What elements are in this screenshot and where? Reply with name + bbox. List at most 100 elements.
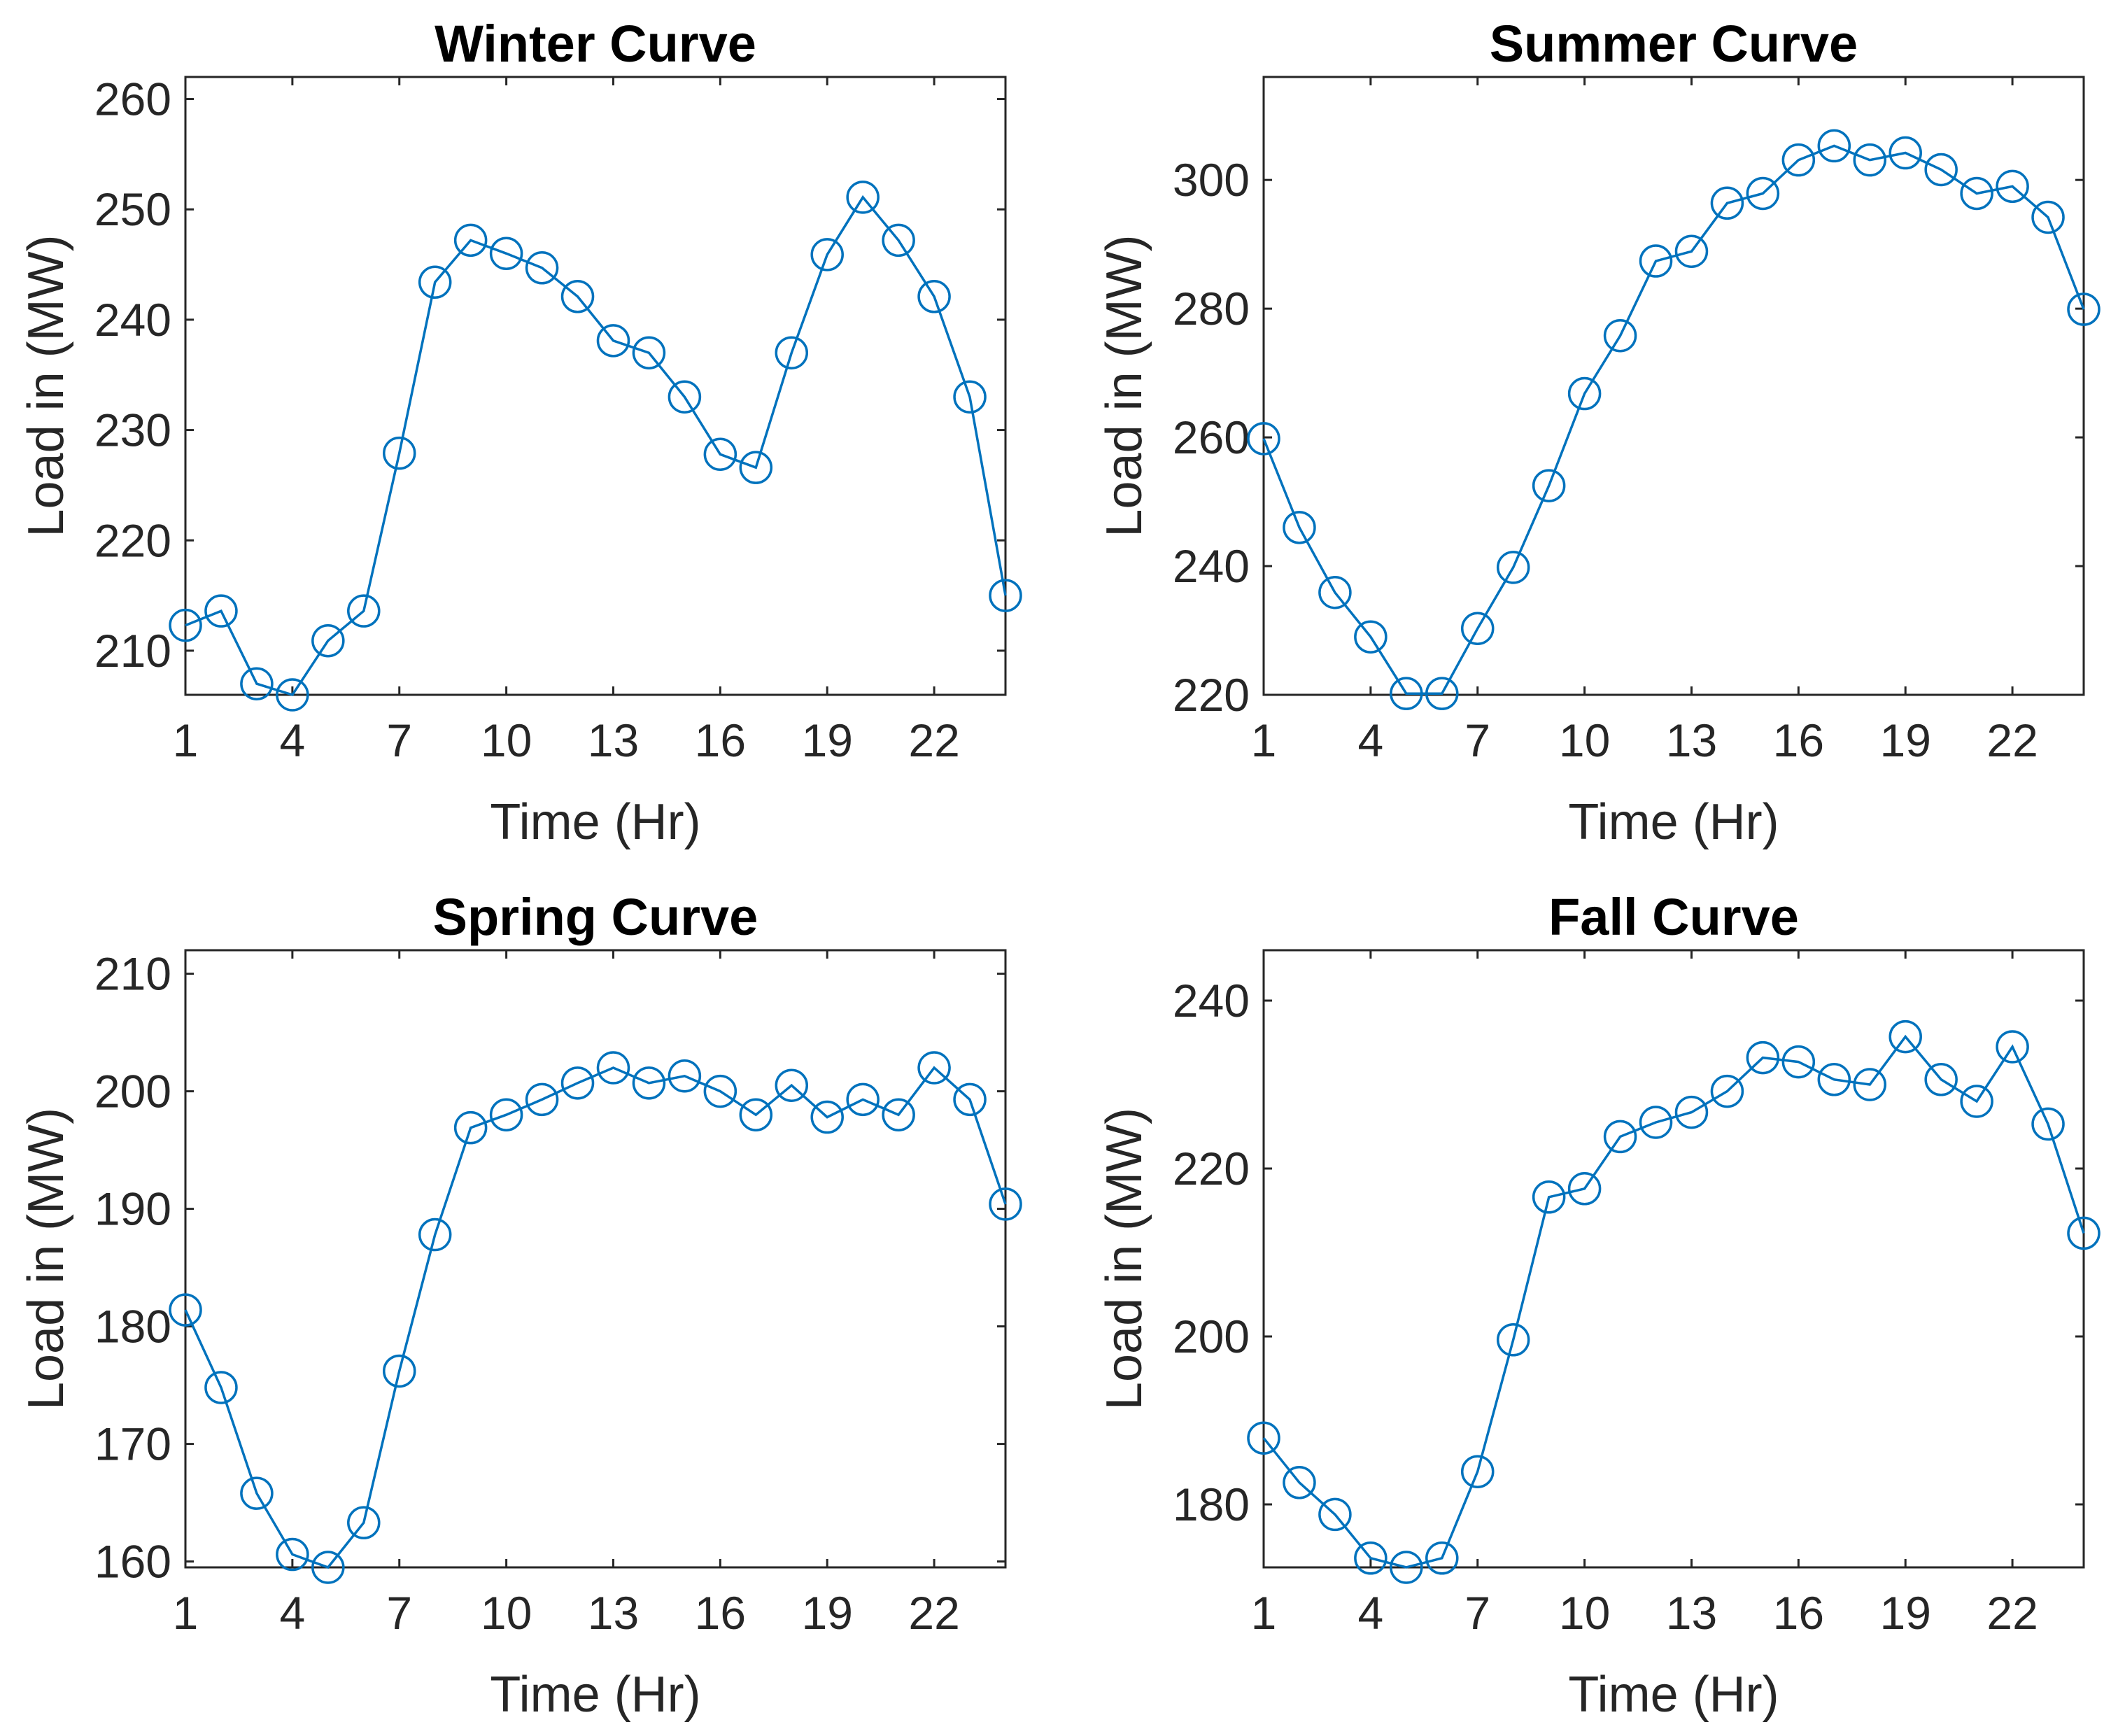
- winter-axes-frame: [184, 76, 1007, 696]
- summer-x-tick-label: 10: [1559, 714, 1610, 766]
- summer-data-point-3: [1318, 576, 1352, 609]
- fall-data-point-2: [1283, 1466, 1316, 1499]
- summer-chart-title: Summer Curve: [1490, 15, 1858, 73]
- fall-x-tick-label: 13: [1666, 1587, 1717, 1639]
- summer-data-point-1: [1247, 422, 1280, 456]
- winter-data-point-22: [917, 280, 951, 313]
- summer-data-point-8: [1496, 551, 1530, 584]
- fall-data-point-18: [1853, 1068, 1887, 1101]
- fall-data-point-9: [1532, 1180, 1566, 1214]
- winter-data-point-24: [989, 579, 1022, 612]
- spring-chart-title: Spring Curve: [433, 888, 758, 946]
- winter-data-point-2: [204, 594, 238, 628]
- winter-data-point-13: [596, 324, 630, 358]
- fall-data-point-23: [2031, 1107, 2065, 1141]
- summer-chart: Summer Curve 1 4 7 10 13 16 19 22 220 240 260 280 300…: [1096, 15, 2101, 850]
- spring-data-point-15: [668, 1059, 702, 1093]
- fall-data-point-4: [1354, 1541, 1388, 1575]
- winter-x-tick-label: 4: [280, 714, 306, 766]
- spring-data-point-14: [632, 1066, 666, 1100]
- spring-x-tick-label: 10: [481, 1587, 532, 1639]
- fall-x-tick-label: 22: [1986, 1587, 2038, 1639]
- fall-x-tick-label: 16: [1773, 1587, 1824, 1639]
- winter-x-tick-label: 22: [908, 714, 959, 766]
- summer-x-tick-label: 22: [1986, 714, 2038, 766]
- summer-data-point-7: [1460, 612, 1495, 646]
- summer-x-tick-label: 4: [1358, 714, 1384, 766]
- summer-data-point-21: [1960, 176, 1993, 211]
- fall-y-tick-label: 200: [1173, 1311, 1250, 1362]
- winter-y-tick-label: 230: [94, 404, 171, 456]
- winter-x-axis-label: Time (Hr): [490, 794, 700, 850]
- spring-y-tick-label: 210: [94, 948, 171, 1000]
- summer-data-point-14: [1710, 186, 1744, 220]
- spring-data-point-10: [489, 1098, 523, 1131]
- summer-data-point-17: [1817, 129, 1851, 163]
- fall-data-point-21: [1960, 1085, 1993, 1118]
- fall-data-point-14: [1710, 1074, 1744, 1108]
- fall-data-point-10: [1567, 1172, 1602, 1206]
- summer-series-line: [1262, 144, 2085, 695]
- summer-x-tick-label: 1: [1251, 714, 1277, 766]
- fall-data-point-24: [2067, 1216, 2101, 1250]
- summer-x-tick-label: 7: [1464, 714, 1490, 766]
- winter-data-point-8: [418, 265, 452, 299]
- winter-data-point-4: [276, 678, 309, 712]
- summer-x-axis-label: Time (Hr): [1568, 794, 1779, 850]
- winter-data-point-19: [810, 238, 844, 271]
- summer-data-point-20: [1924, 153, 1958, 187]
- winter-x-tick-label: 7: [386, 714, 412, 766]
- summer-y-tick-label: 240: [1173, 540, 1250, 592]
- summer-data-point-19: [1888, 136, 1922, 170]
- spring-x-tick-label: 19: [802, 1587, 853, 1639]
- summer-y-tick-label: 280: [1173, 283, 1250, 334]
- spring-data-point-9: [453, 1110, 488, 1145]
- winter-x-tick-label: 1: [173, 714, 199, 766]
- winter-data-point-12: [560, 280, 595, 313]
- winter-data-point-5: [311, 623, 345, 658]
- spring-y-tick-label: 160: [94, 1536, 171, 1588]
- fall-data-point-7: [1460, 1455, 1495, 1488]
- winter-data-point-9: [453, 223, 488, 257]
- summer-data-point-9: [1532, 469, 1566, 502]
- spring-data-point-8: [418, 1218, 452, 1252]
- fall-series-line: [1262, 1034, 2085, 1569]
- spring-data-point-4: [276, 1537, 309, 1572]
- fall-data-point-11: [1603, 1120, 1637, 1154]
- fall-axes-frame: [1262, 949, 2085, 1569]
- winter-data-point-14: [632, 336, 666, 369]
- summer-x-tick-label: 16: [1773, 714, 1824, 766]
- fall-data-point-17: [1817, 1063, 1851, 1096]
- summer-data-point-23: [2031, 200, 2065, 234]
- winter-data-point-3: [240, 667, 274, 700]
- winter-data-point-10: [489, 237, 523, 271]
- spring-y-tick-label: 170: [94, 1418, 171, 1470]
- summer-data-point-12: [1639, 244, 1673, 278]
- winter-x-tick-label: 16: [695, 714, 746, 766]
- spring-data-point-17: [739, 1098, 773, 1131]
- winter-y-tick-label: 220: [94, 514, 171, 566]
- winter-data-point-17: [739, 451, 773, 484]
- fall-data-point-1: [1247, 1421, 1280, 1455]
- spring-data-point-22: [917, 1051, 951, 1085]
- fall-y-tick-label: 240: [1173, 975, 1250, 1026]
- summer-data-point-16: [1781, 143, 1816, 177]
- summer-x-tick-label: 19: [1880, 714, 1931, 766]
- spring-x-tick-label: 22: [908, 1587, 959, 1639]
- spring-data-point-5: [311, 1551, 345, 1584]
- summer-data-point-4: [1354, 620, 1388, 654]
- spring-y-tick-label: 200: [94, 1066, 171, 1117]
- fall-data-point-15: [1746, 1040, 1780, 1075]
- fall-chart: Fall Curve 1 4 7 10 13 16 19 22 180 200 220 240 Time …: [1096, 888, 2101, 1723]
- spring-chart: Spring Curve 1 4 7 10 13 16 19 22 160 170 180 190 200…: [18, 888, 1022, 1723]
- winter-data-point-16: [703, 437, 737, 472]
- fall-x-tick-label: 4: [1358, 1587, 1384, 1639]
- winter-data-point-20: [846, 181, 880, 214]
- spring-data-point-2: [204, 1371, 238, 1404]
- fall-x-tick-label: 10: [1559, 1587, 1610, 1639]
- summer-y-tick-label: 220: [1173, 669, 1250, 721]
- winter-data-point-18: [775, 336, 809, 369]
- winter-x-tick-label: 13: [588, 714, 639, 766]
- spring-data-point-6: [347, 1506, 381, 1539]
